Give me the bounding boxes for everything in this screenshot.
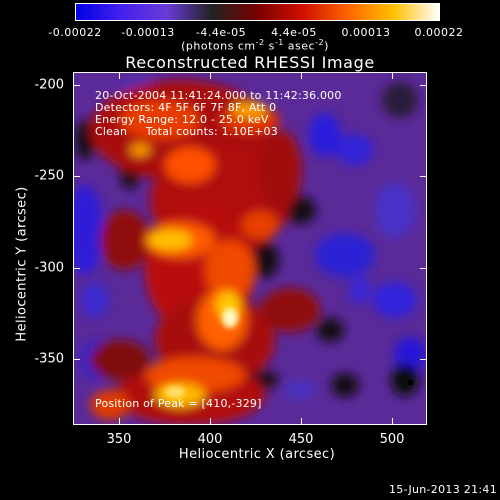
- y-tick-label: -350: [34, 351, 64, 367]
- x-tick-label: 350: [106, 432, 132, 447]
- y-tick-label: -250: [34, 168, 64, 184]
- colorbar-unit-label: (photons cm-2 s-1 asec-2): [181, 38, 329, 53]
- annotation-energy-range: Energy Range: 12.0 - 25.0 keV: [95, 113, 269, 126]
- colorbar-tick: 0.00022: [414, 26, 464, 39]
- x-tick-label: 400: [197, 432, 223, 447]
- y-tick-label: -200: [34, 77, 64, 93]
- y-axis-label: Heliocentric Y (arcsec): [14, 186, 30, 342]
- colorbar-tick: -4.4e-05: [195, 26, 247, 39]
- y-tick-label: -300: [34, 260, 64, 276]
- x-axis-label: Heliocentric X (arcsec): [178, 447, 336, 462]
- annotation-clean-counts: Clean Total counts: 1.10E+03: [95, 125, 278, 138]
- colorbar-tick: 0.00013: [341, 26, 391, 39]
- annotation-peak-position: Position of Peak = [410,-329]: [95, 397, 262, 410]
- map-image: [73, 72, 426, 424]
- x-tick-label: 450: [288, 432, 314, 447]
- colorbar-tick: -0.00022: [48, 26, 102, 39]
- axes-frame: [73, 72, 427, 425]
- colorbar-tick: -0.00013: [121, 26, 175, 39]
- x-tick-label: 500: [379, 432, 405, 447]
- annotation-detectors: Detectors: 4F 5F 6F 7F 8F, Att 0: [95, 101, 277, 114]
- plot-title: Reconstructed RHESSI Image: [125, 53, 375, 72]
- annotation-time-range: 20-Oct-2004 11:41:24.000 to 11:42:36.000: [95, 89, 342, 102]
- colorbar-tick: 4.4e-05: [271, 26, 317, 39]
- colorbar: [75, 3, 440, 21]
- timestamp: 15-Jun-2013 21:41: [388, 483, 497, 496]
